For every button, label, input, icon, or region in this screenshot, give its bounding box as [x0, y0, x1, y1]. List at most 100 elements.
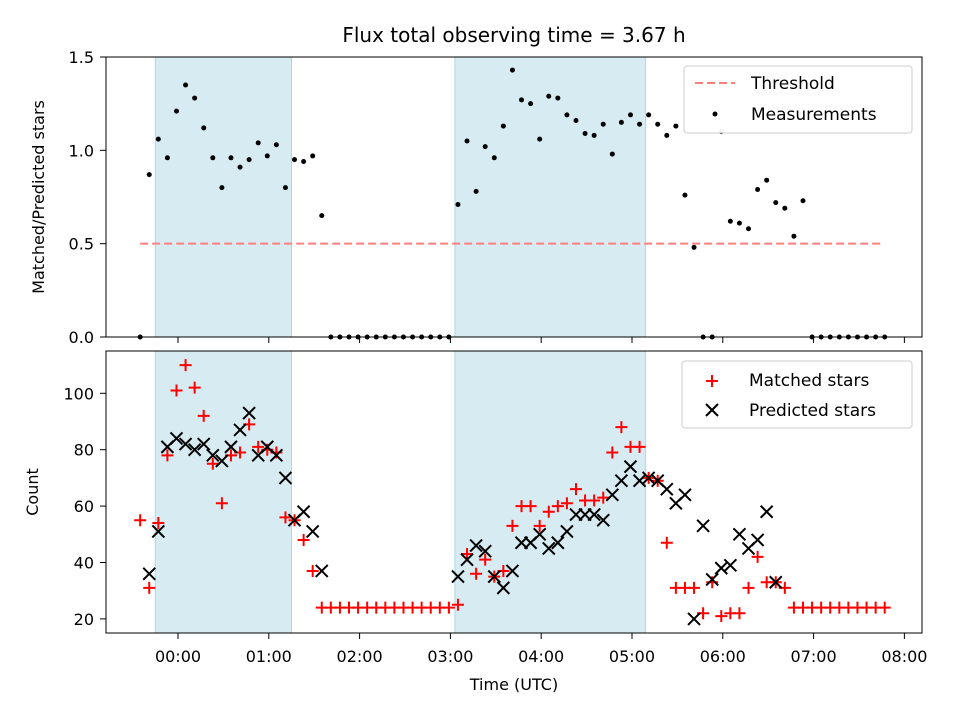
legend-predicted-swatch — [705, 403, 719, 417]
predicted-star-marker — [596, 513, 610, 527]
matched-star-marker — [878, 601, 891, 614]
matched-star-marker — [143, 581, 156, 594]
matched-star-marker — [533, 519, 546, 532]
matched-star-marker — [479, 553, 492, 566]
matched-star-marker — [279, 511, 292, 524]
measurement-point — [555, 95, 561, 101]
x-tick-label: 01:00 — [246, 647, 292, 666]
measurement-point — [664, 132, 670, 138]
predicted-star-marker — [278, 471, 293, 485]
predicted-star-marker — [696, 519, 710, 533]
observing-bands — [154, 56, 647, 338]
matched-star-marker — [470, 567, 483, 580]
measurement-point — [201, 125, 207, 131]
x-tick-label: 04:00 — [518, 647, 564, 666]
observing-band — [454, 56, 647, 338]
matched-star-marker — [524, 500, 537, 513]
predicted-star-marker — [641, 471, 656, 485]
predicted-star-marker — [551, 536, 565, 550]
predicted-star-marker — [233, 423, 247, 437]
measurement-point — [673, 123, 679, 129]
measurement-point — [273, 142, 279, 148]
measurement-point — [301, 159, 307, 165]
legend-predicted-label: Predicted stars — [749, 401, 876, 421]
top-panel: 0.0 0.5 1.0 1.5 Matched/Predicted stars Thr… — [29, 48, 923, 347]
measurement-point — [173, 108, 179, 114]
bottom-legend: Matched stars Predicted stars — [681, 360, 913, 429]
matched-star-marker — [188, 381, 201, 394]
predicted-star-marker — [687, 612, 701, 626]
matched-star-marker — [551, 500, 564, 513]
measurement-point — [773, 200, 779, 206]
y-tick-label: 100 — [63, 384, 94, 403]
matched-star-marker — [588, 494, 601, 507]
measurement-point — [655, 121, 661, 127]
x-axis-label: Time (UTC) — [469, 675, 558, 694]
measurement-point — [192, 95, 198, 101]
matched-star-marker — [606, 446, 619, 459]
measurement-point — [155, 136, 161, 142]
measurement-point — [310, 153, 316, 159]
predicted-star-marker — [169, 431, 184, 446]
measurement-point — [755, 187, 761, 193]
predicted-star-marker — [496, 581, 511, 595]
predicted-star-marker — [215, 454, 229, 468]
matched-star-marker — [179, 359, 192, 372]
matched-star-marker — [542, 505, 555, 518]
bottom-y-axis-label: Count — [23, 468, 42, 516]
measurement-point — [491, 155, 497, 161]
y-tick-label: 20 — [74, 610, 94, 629]
x-tick-label: 03:00 — [427, 647, 473, 666]
top-y-ticks: 0.0 0.5 1.0 1.5 — [69, 48, 106, 347]
measurement-point — [618, 119, 624, 125]
observing-band — [154, 56, 292, 338]
measurement-point — [637, 121, 643, 127]
predicted-star-marker — [723, 558, 738, 573]
y-tick-label: 1.0 — [69, 141, 94, 160]
predicted-star-marker — [242, 406, 256, 420]
measurement-point — [210, 155, 216, 161]
top-y-axis-label: Matched/Predicted stars — [29, 100, 48, 294]
measurement-point — [183, 82, 189, 88]
measurement-point — [146, 172, 152, 178]
measurement-point — [264, 153, 270, 159]
observing-band — [154, 350, 292, 634]
predicted-star-marker — [505, 564, 520, 578]
matched-star-marker — [751, 550, 764, 563]
predicted-star-marker — [750, 533, 765, 547]
predicted-star-marker — [632, 474, 647, 488]
matched-star-marker — [506, 519, 519, 532]
predicted-star-marker — [478, 544, 492, 558]
y-tick-label: 80 — [74, 441, 94, 460]
matched-star-marker — [152, 517, 165, 530]
measurement-point — [473, 188, 479, 194]
matched-star-marker — [597, 491, 610, 504]
predicted-star-marker — [197, 437, 211, 451]
bottom-x-ticks: 00:00 01:00 02:00 03:00 04:00 05:00 06:00 07:00… — [155, 633, 927, 666]
bottom-axes-frame — [105, 350, 923, 634]
matched-star-marker — [161, 449, 174, 462]
measurement-point — [736, 220, 742, 226]
y-tick-label: 1.5 — [69, 48, 94, 67]
top-x-ticks — [177, 337, 905, 343]
measurement-point — [319, 213, 325, 219]
measurement-point — [600, 121, 606, 127]
predicted-star-marker — [623, 459, 638, 474]
predicted-star-marker — [759, 505, 774, 519]
matched-star-marker — [170, 384, 183, 397]
legend-threshold-label: Threshold — [750, 74, 835, 94]
legend-matched-swatch — [706, 375, 718, 387]
measurement-point — [791, 233, 797, 239]
matched-star-marker — [633, 440, 646, 453]
predicted-stars-points — [142, 406, 783, 626]
predicted-star-marker — [560, 524, 574, 539]
measurement-point — [573, 117, 579, 123]
matched-star-marker — [252, 440, 265, 453]
bottom-legend-box — [681, 360, 913, 429]
y-tick-label: 60 — [74, 497, 94, 516]
measurement-point — [255, 140, 261, 146]
measurement-point — [164, 155, 170, 161]
measurement-point — [500, 123, 506, 129]
predicted-star-marker — [587, 507, 601, 522]
